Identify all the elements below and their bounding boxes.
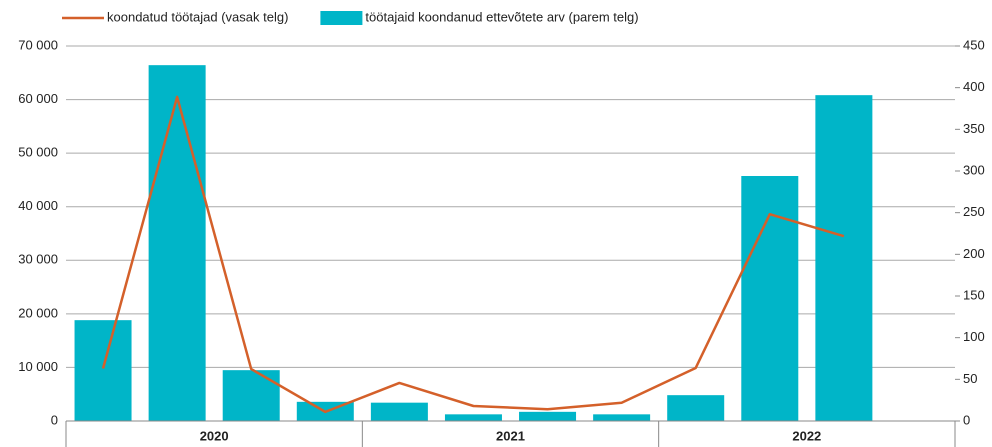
y2-tick-label: 50: [963, 371, 977, 386]
bar: [444, 414, 502, 421]
y2-tick-label: 100: [963, 329, 985, 344]
y-tick-label: 70 000: [18, 37, 58, 52]
x-group-label: 2022: [792, 428, 821, 443]
bar: [519, 411, 577, 421]
y2-tick-label: 450: [963, 37, 985, 52]
y-tick-label: 50 000: [18, 145, 58, 160]
y2-tick-label: 400: [963, 79, 985, 94]
y-tick-label: 60 000: [18, 91, 58, 106]
x-group-label: 2020: [200, 428, 229, 443]
bar: [667, 395, 725, 421]
y-tick-label: 30 000: [18, 252, 58, 267]
y-tick-label: 10 000: [18, 359, 58, 374]
y2-tick-label: 300: [963, 162, 985, 177]
line: [101, 95, 845, 414]
y2-tick-label: 200: [963, 246, 985, 261]
bar: [815, 95, 873, 422]
bar: [74, 320, 132, 421]
y-tick-label: 40 000: [18, 198, 58, 213]
y-tick-label: 20 000: [18, 305, 58, 320]
y2-tick-label: 350: [963, 121, 985, 136]
bar: [222, 370, 280, 421]
x-group-label: 2021: [496, 428, 525, 443]
bar: [593, 414, 651, 421]
bar: [741, 176, 799, 421]
legend-label: töötajaid koondanud ettevõtete arv (pare…: [365, 9, 638, 24]
y2-tick-label: 0: [963, 412, 970, 427]
legend-swatch: [320, 11, 363, 25]
y-tick-label: 0: [51, 412, 58, 427]
legend-label: koondatud töötajad (vasak telg): [107, 9, 288, 24]
y2-tick-label: 250: [963, 204, 985, 219]
y2-tick-label: 150: [963, 287, 985, 302]
bar: [148, 65, 206, 422]
bar: [370, 402, 428, 421]
